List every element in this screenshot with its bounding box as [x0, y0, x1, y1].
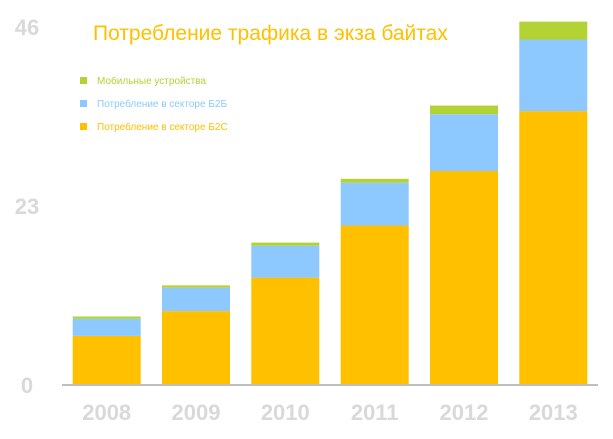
legend-swatch — [80, 123, 87, 130]
bar-segment — [519, 21, 588, 40]
legend: Мобильные устройства Потребление в сектор… — [80, 75, 228, 133]
bar-segment — [340, 178, 409, 183]
y-tick-label: 46 — [15, 15, 39, 40]
bar-segment — [519, 39, 588, 112]
bar-segment — [162, 285, 230, 288]
x-tick-label: 2008 — [82, 400, 131, 425]
bar-segment — [430, 171, 498, 385]
bar-segment — [340, 225, 409, 385]
bar-segment — [251, 242, 320, 246]
x-tick-label: 2013 — [529, 400, 578, 425]
legend-label: Потребление в секторе Б2Б — [97, 98, 227, 110]
legend-swatch — [80, 100, 87, 107]
legend-label: Мобильные устройства — [97, 75, 206, 87]
bar-segment — [162, 311, 230, 385]
bar-segment — [72, 318, 141, 336]
bars — [72, 21, 588, 385]
bar-segment — [162, 287, 230, 311]
x-tick-label: 2009 — [172, 400, 221, 425]
y-axis-ticks: 0 23 46 — [15, 15, 39, 398]
x-axis-ticks: 2008 2009 2010 2011 2012 2013 — [82, 400, 578, 425]
bar-segment — [251, 245, 320, 278]
x-tick-label: 2012 — [440, 400, 489, 425]
x-tick-label: 2011 — [351, 400, 399, 425]
bar-segment — [72, 316, 141, 319]
bar-segment — [251, 277, 320, 385]
bar-segment — [430, 114, 498, 171]
legend-label: Потребление в секторе Б2С — [97, 121, 228, 133]
chart-title: Потребление трафика в экза байтах — [93, 22, 448, 45]
bar-segment — [430, 105, 498, 115]
bar-segment — [340, 182, 409, 226]
x-tick-label: 2010 — [261, 400, 310, 425]
bar-segment — [72, 336, 141, 385]
legend-swatch — [80, 77, 87, 84]
bar-segment — [519, 111, 588, 385]
y-tick-label: 23 — [15, 194, 39, 219]
y-tick-label: 0 — [21, 373, 33, 398]
